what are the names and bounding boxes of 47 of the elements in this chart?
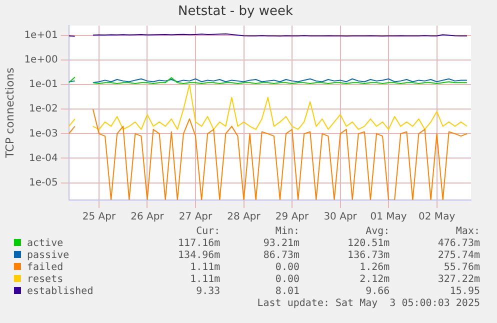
text: 1.11m bbox=[189, 262, 222, 274]
text: 2.12m bbox=[358, 274, 391, 286]
legend-label: resets bbox=[27, 274, 64, 285]
text: 1.26m bbox=[358, 262, 391, 274]
chart-title: Netstat - by week bbox=[178, 4, 294, 20]
x-tick-label: 30 Apr bbox=[324, 212, 358, 223]
y-tick-label: 1e-03 bbox=[28, 128, 58, 140]
x-tick-label: 01 May bbox=[370, 212, 407, 223]
text: 15.95 bbox=[448, 286, 481, 298]
legend-label: established bbox=[27, 286, 94, 297]
legend-label: active bbox=[27, 238, 64, 249]
text: 0.00 bbox=[274, 262, 301, 274]
text: 9.66 bbox=[364, 286, 391, 298]
x-tick-label: 25 Apr bbox=[82, 212, 116, 223]
y-tick-label: 1e-01 bbox=[28, 79, 58, 90]
text: 55.76m bbox=[442, 262, 481, 274]
y-tick-label: 1e-05 bbox=[28, 177, 58, 188]
text: Last update: Sat May 3 05:00:03 2025 bbox=[256, 298, 481, 309]
text: 476.73m bbox=[436, 238, 481, 250]
text: 8.01 bbox=[274, 286, 301, 298]
text: Avg: bbox=[364, 226, 391, 238]
text: Cur: bbox=[195, 226, 222, 238]
y-tick-label: 1e-04 bbox=[28, 152, 58, 164]
x-tick-label: 29 Apr bbox=[275, 212, 310, 223]
text: 327.22m bbox=[436, 274, 481, 286]
text: 1.11m bbox=[189, 274, 222, 286]
text: 136.73m bbox=[346, 250, 391, 262]
text: Min: bbox=[274, 226, 301, 238]
y-axis-title: TCP connections bbox=[3, 67, 16, 159]
text: Max: bbox=[454, 226, 481, 238]
text: 0.00 bbox=[274, 274, 301, 286]
x-tick-label: 02 May bbox=[418, 212, 456, 223]
text: 9.33 bbox=[195, 286, 222, 298]
y-tick-label: 1e+01 bbox=[24, 30, 58, 41]
x-tick-label: 26 Apr bbox=[130, 212, 165, 223]
legend-label: failed bbox=[27, 262, 64, 273]
text: 134.96m bbox=[177, 250, 222, 262]
text: 275.74m bbox=[436, 250, 481, 262]
legend-label: passive bbox=[27, 250, 70, 261]
x-tick-label: 27 Apr bbox=[178, 212, 213, 223]
text: 120.51m bbox=[346, 238, 391, 250]
x-tick-label: 28 Apr bbox=[227, 212, 262, 223]
y-tick-label: 1e-02 bbox=[28, 104, 58, 115]
text: 117.16m bbox=[177, 238, 222, 250]
y-tick-label: 1e+00 bbox=[24, 54, 58, 66]
text: 86.73m bbox=[262, 250, 301, 262]
text: 93.21m bbox=[262, 238, 301, 250]
